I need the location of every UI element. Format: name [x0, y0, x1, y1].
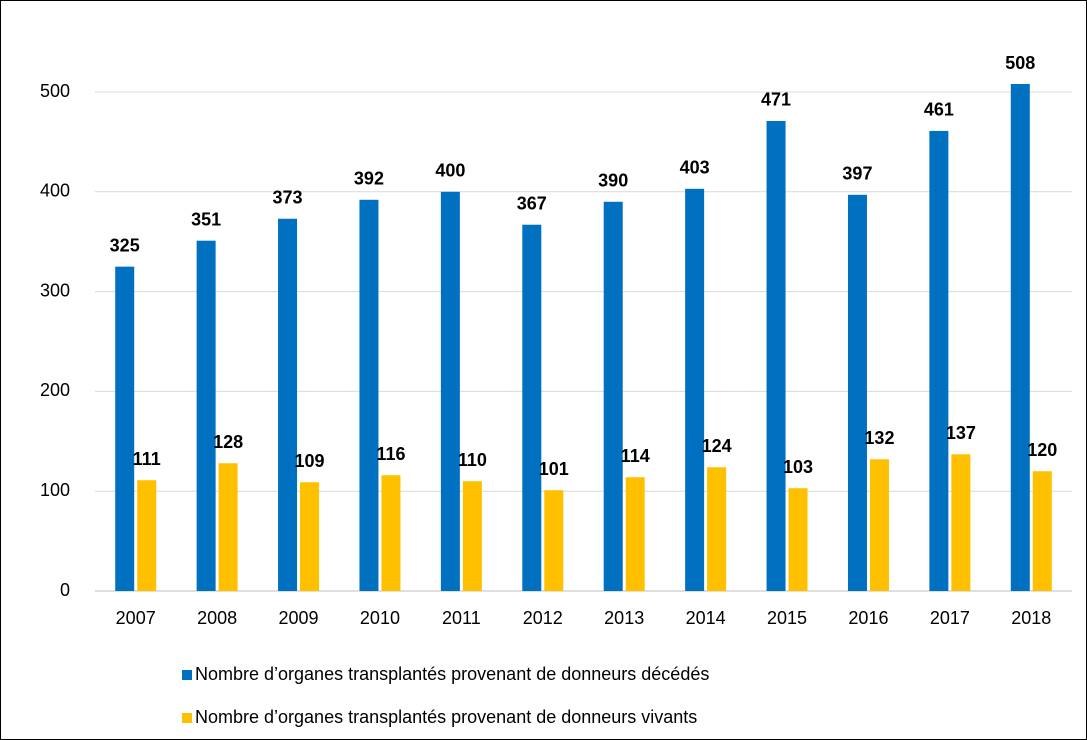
data-label: 103 [783, 457, 813, 477]
data-label: 137 [946, 423, 976, 443]
x-tick-label: 2013 [604, 608, 644, 628]
legend-label: Nombre d’organes transplantés provenant … [195, 707, 697, 727]
data-label: 390 [598, 171, 628, 191]
bar [847, 194, 867, 591]
y-tick-label: 100 [40, 480, 70, 500]
bar [869, 459, 889, 591]
bar [707, 467, 727, 591]
y-tick-label: 0 [60, 580, 70, 600]
data-label: 392 [354, 169, 384, 189]
data-label: 110 [458, 450, 487, 470]
bar [381, 475, 401, 591]
y-tick-label: 500 [40, 81, 70, 101]
x-tick-label: 2010 [360, 608, 400, 628]
data-label: 471 [761, 90, 791, 110]
bar [951, 454, 971, 591]
x-tick-label: 2008 [197, 608, 237, 628]
bar [359, 199, 379, 591]
legend-label: Nombre d’organes transplantés provenant … [195, 664, 709, 684]
data-label: 351 [191, 209, 221, 229]
bar [603, 201, 623, 591]
data-label: 325 [110, 235, 140, 255]
data-label: 101 [539, 459, 569, 479]
data-label: 120 [1027, 440, 1057, 460]
data-label: 128 [213, 432, 243, 452]
bar [625, 477, 645, 591]
data-label: 367 [517, 193, 547, 213]
data-label: 124 [702, 436, 732, 456]
bar [115, 266, 135, 591]
data-label: 461 [924, 100, 954, 120]
legend-swatch [182, 713, 192, 723]
data-label: 400 [435, 161, 465, 181]
bar [522, 224, 542, 591]
bar [788, 488, 808, 591]
bar [300, 482, 320, 591]
data-label: 403 [680, 158, 710, 178]
x-tick-label: 2007 [116, 608, 156, 628]
bar [929, 130, 949, 591]
data-label: 111 [133, 449, 161, 469]
data-label: 116 [376, 444, 405, 464]
x-tick-label: 2014 [686, 608, 726, 628]
legend-swatch [182, 670, 192, 680]
x-tick-label: 2017 [930, 608, 970, 628]
bar [440, 191, 460, 592]
x-tick-label: 2018 [1011, 608, 1051, 628]
bar [544, 490, 564, 591]
bar [685, 188, 705, 591]
data-label: 109 [295, 451, 325, 471]
data-label: 397 [842, 164, 872, 184]
data-label: 508 [1005, 53, 1035, 73]
bar [137, 480, 157, 591]
bar [196, 240, 216, 591]
bar [1032, 471, 1052, 591]
y-tick-label: 300 [40, 280, 70, 300]
x-tick-label: 2011 [442, 608, 481, 628]
x-tick-label: 2009 [279, 608, 319, 628]
x-tick-label: 2012 [523, 608, 563, 628]
data-label: 114 [621, 446, 650, 466]
bar [462, 481, 482, 591]
bar [1010, 84, 1030, 592]
bar [218, 463, 238, 591]
y-tick-label: 400 [40, 181, 70, 201]
bar [278, 218, 298, 591]
x-tick-label: 2015 [767, 608, 807, 628]
x-tick-label: 2016 [848, 608, 888, 628]
data-label: 132 [864, 428, 894, 448]
bar [766, 120, 786, 591]
y-tick-label: 200 [40, 380, 70, 400]
data-label: 373 [273, 187, 303, 207]
